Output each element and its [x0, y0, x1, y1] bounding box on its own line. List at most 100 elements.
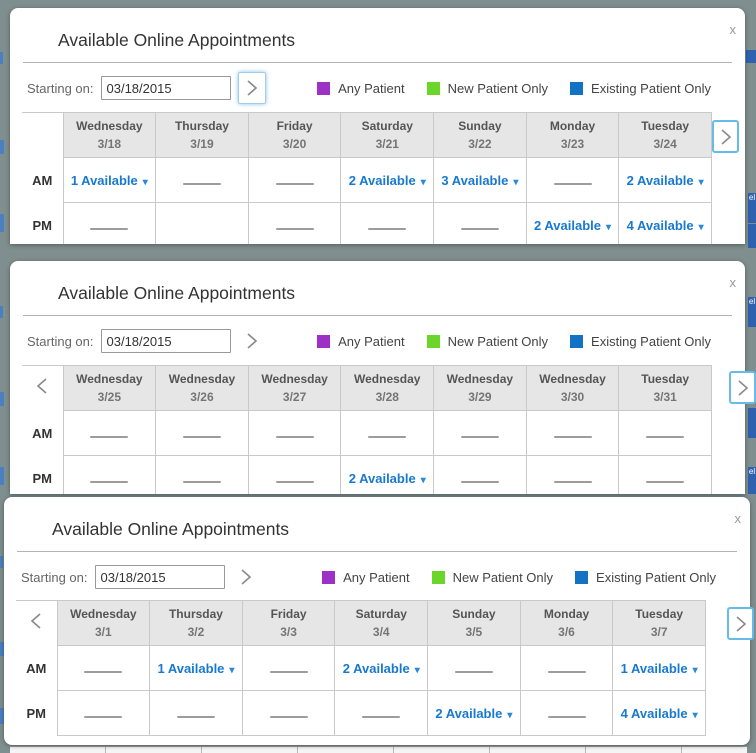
pm-row: PM 2 Available ▾ 4 Available ▾ — [16, 690, 706, 736]
availability-link[interactable]: 2 Available ▾ — [427, 690, 521, 736]
legend-item-existing-patient: Existing Patient Only — [570, 81, 711, 96]
day-column-header: Saturday 3/21 — [340, 112, 435, 158]
day-column-header: Monday 3/23 — [525, 112, 620, 158]
availability-link[interactable]: 2 Available ▾ — [618, 157, 712, 203]
no-availability-dash — [247, 410, 342, 456]
next-week-button[interactable] — [727, 607, 754, 640]
next-week-button[interactable] — [712, 120, 739, 153]
dash-line — [646, 435, 685, 438]
existing-patient-swatch — [575, 570, 589, 584]
chevron-right-icon — [246, 80, 257, 96]
appointments-modal: x Available Online Appointments Starting… — [10, 261, 756, 494]
background-fragment: el — [748, 467, 756, 494]
no-availability-dash — [427, 645, 521, 691]
next-week-button[interactable] — [729, 371, 756, 404]
availability-link[interactable]: 1 Available ▾ — [612, 645, 706, 691]
legend-label: New Patient Only — [452, 569, 554, 585]
availability-link[interactable]: 4 Available ▾ — [618, 202, 712, 244]
controls-row: Starting on: Any Patient New Patient Onl… — [27, 323, 711, 359]
dash-line — [275, 435, 314, 438]
prev-week-button[interactable] — [36, 377, 48, 395]
availability-count-label: 2 Available — [626, 172, 694, 188]
availability-link[interactable]: 2 Available ▾ — [334, 645, 429, 691]
legend: Any Patient New Patient Only Existing Pa… — [317, 334, 711, 349]
availability-link[interactable]: 3 Available ▾ — [433, 157, 527, 203]
no-availability-dash — [340, 410, 435, 456]
background-fragment — [746, 50, 756, 63]
caret-down-icon: ▾ — [692, 709, 698, 721]
close-icon[interactable]: x — [734, 511, 742, 526]
dash-line — [269, 715, 308, 718]
nav-column-header — [22, 365, 63, 411]
prev-week-button[interactable] — [30, 612, 42, 630]
close-icon[interactable]: x — [729, 22, 737, 37]
no-availability-dash — [519, 690, 614, 736]
row-label-pm: PM — [22, 202, 63, 244]
any-patient-swatch — [317, 81, 331, 95]
availability-link[interactable]: 1 Available ▾ — [149, 645, 243, 691]
date-go-button[interactable] — [238, 325, 266, 357]
chevron-right-icon — [737, 379, 748, 396]
availability-link[interactable]: 2 Available ▾ — [340, 455, 435, 494]
starting-date-input[interactable] — [94, 565, 225, 589]
day-column-header: Wednesday 3/29 — [433, 365, 527, 411]
appointments-table-wrap: Wednesday 3/18 Thursday 3/19 Friday 3/20 Sa… — [22, 112, 724, 244]
no-availability-dash — [525, 157, 620, 203]
pm-row: PM 2 Available ▾ — [22, 455, 712, 494]
no-availability-dash — [334, 690, 429, 736]
no-availability-dash — [62, 202, 157, 244]
availability-link[interactable]: 2 Available ▾ — [525, 202, 620, 244]
day-column-header: Saturday 3/4 — [334, 600, 429, 646]
no-availability-dash — [525, 455, 620, 494]
availability-link[interactable]: 1 Available ▾ — [62, 157, 157, 203]
any-patient-swatch — [322, 570, 336, 584]
chevron-right-icon — [240, 569, 251, 585]
no-availability-dash — [56, 645, 151, 691]
chevron-right-icon — [720, 128, 731, 145]
dash-line — [182, 182, 221, 185]
caret-down-icon: ▾ — [605, 221, 612, 233]
availability-link[interactable]: 4 Available ▾ — [612, 690, 706, 736]
nav-column-header — [16, 600, 57, 646]
background-fragment: el — [748, 297, 756, 327]
close-icon[interactable]: x — [729, 275, 737, 290]
divider — [23, 62, 732, 63]
background-fragment — [748, 224, 756, 248]
availability-count-label: 1 Available — [620, 660, 688, 676]
caret-down-icon: ▾ — [420, 474, 426, 486]
new-patient-swatch — [426, 334, 440, 348]
legend-label: Existing Patient Only — [596, 569, 716, 585]
day-column-header: Tuesday 3/31 — [618, 365, 712, 411]
caret-down-icon: ▾ — [513, 176, 519, 188]
day-column-header: Tuesday 3/7 — [612, 600, 706, 646]
day-column-header: Wednesday 3/25 — [62, 365, 157, 411]
controls-row: Starting on: Any Patient New Patient Onl… — [21, 559, 716, 595]
date-go-button[interactable] — [237, 72, 266, 104]
legend-item-any-patient: Any Patient — [322, 570, 410, 585]
background-fragment — [0, 140, 4, 154]
date-go-button[interactable] — [232, 561, 260, 593]
legend: Any Patient New Patient Only Existing Pa… — [322, 570, 716, 585]
background-fragment — [0, 214, 4, 232]
starting-date-input[interactable] — [100, 76, 231, 100]
dash-line — [84, 715, 123, 718]
background-fragment — [0, 467, 4, 485]
controls-row: Starting on: Any Patient New Patient Onl… — [27, 70, 711, 106]
caret-down-icon: ▾ — [142, 176, 148, 188]
legend-label: New Patient Only — [447, 333, 549, 349]
availability-link[interactable]: 2 Available ▾ — [340, 157, 435, 203]
legend-item-any-patient: Any Patient — [317, 334, 405, 349]
day-column-header: Thursday 3/19 — [155, 112, 249, 158]
no-availability-dash — [155, 157, 249, 203]
day-column-header: Thursday 3/2 — [149, 600, 243, 646]
day-column-header: Wednesday 3/30 — [525, 365, 620, 411]
background-fragment — [0, 306, 3, 318]
day-column-header: Sunday 3/5 — [427, 600, 521, 646]
row-label-pm: PM — [22, 455, 63, 494]
starting-date-input[interactable] — [100, 329, 231, 353]
legend-item-existing-patient: Existing Patient Only — [575, 570, 716, 585]
chevron-right-icon — [246, 333, 257, 349]
no-availability-dash — [149, 690, 243, 736]
no-availability-dash — [62, 455, 157, 494]
no-availability-dash — [247, 202, 342, 244]
